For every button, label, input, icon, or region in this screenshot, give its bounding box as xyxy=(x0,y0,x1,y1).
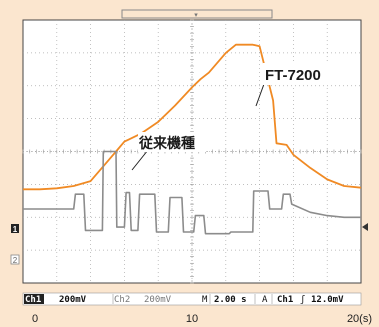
ch2-scale: 200mV xyxy=(144,295,172,305)
timebase-tag: M xyxy=(202,295,208,305)
series-line-ft7200 xyxy=(23,43,362,191)
svg-text:従来機種: 従来機種 xyxy=(138,135,195,152)
ch1-tag: Ch1 xyxy=(25,295,41,305)
svg-text:FT-7200: FT-7200 xyxy=(265,67,321,84)
trigger-slope-icon: ʃ xyxy=(300,295,305,305)
traces xyxy=(22,43,362,235)
ch1-scale: 200mV xyxy=(59,295,87,305)
svg-text:2: 2 xyxy=(13,256,18,265)
trigger-mode: A xyxy=(262,295,268,305)
status-bar: Ch1 200mV Ch2 200mV M 2.00 s A Ch1 ʃ 12.… xyxy=(22,292,362,306)
ft7200-annotation: FT-7200 xyxy=(255,63,357,107)
record-window-bracket: ▾ xyxy=(121,9,273,19)
svg-text:1: 1 xyxy=(13,225,18,234)
channel-1-marker: 1 xyxy=(11,224,19,234)
trigger-level-arrow xyxy=(362,223,368,231)
x-tick-labels: 0 10 20(s) xyxy=(32,313,372,325)
x-tick-label: 0 xyxy=(32,313,38,325)
trigger-level: 12.0mV xyxy=(311,295,344,305)
conventional-model-annotation: 従来機種 xyxy=(131,132,206,171)
x-tick-label: 10 xyxy=(186,313,198,325)
timebase-value: 2.00 s xyxy=(214,295,247,305)
trigger-source: Ch1 xyxy=(277,295,293,305)
ch2-tag: Ch2 xyxy=(114,295,130,305)
svg-text:▾: ▾ xyxy=(194,12,198,19)
channel-2-marker: 2 xyxy=(10,254,20,265)
x-tick-label: 20(s) xyxy=(347,313,372,325)
